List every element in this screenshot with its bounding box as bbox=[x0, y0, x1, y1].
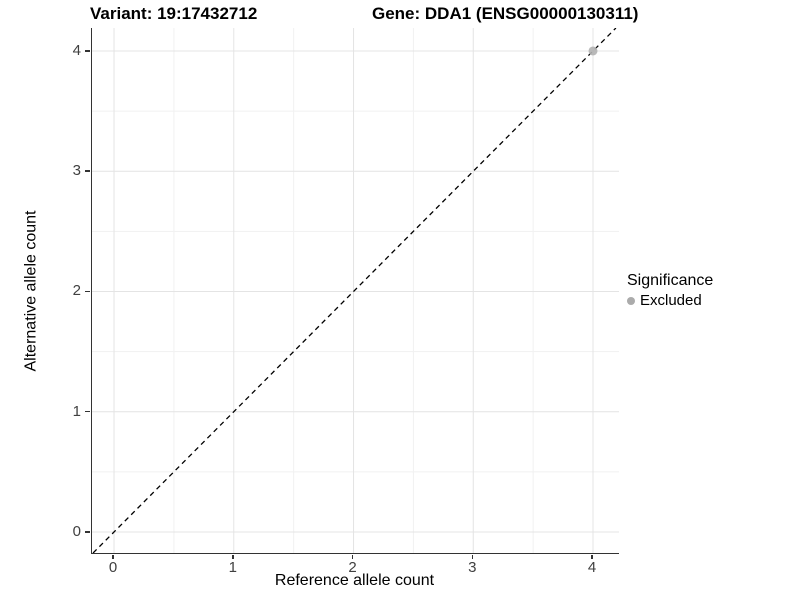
legend-item-excluded: Excluded bbox=[627, 292, 713, 309]
x-tick-mark bbox=[471, 554, 474, 559]
legend-point-icon bbox=[627, 296, 635, 305]
x-tick-label: 1 bbox=[228, 559, 237, 576]
y-axis-title: Alternative allele count bbox=[22, 210, 40, 372]
y-tick-label: 2 bbox=[72, 282, 81, 300]
x-tick-label: 3 bbox=[468, 559, 477, 576]
y-tick-mark bbox=[85, 50, 90, 52]
identity-dashed-line bbox=[92, 28, 617, 553]
y-tick-label: 4 bbox=[72, 41, 81, 59]
legend: Significance Excluded bbox=[627, 272, 713, 309]
plot-title-gene: Gene: DDA1 (ENSG00000130311) bbox=[372, 4, 639, 23]
plot-title-variant: Variant: 19:17432712 bbox=[90, 4, 258, 23]
y-tick-label: 3 bbox=[72, 162, 81, 180]
x-tick-label: 0 bbox=[108, 559, 118, 576]
legend-item-label: Excluded bbox=[640, 292, 702, 309]
y-tick-mark bbox=[85, 531, 90, 533]
x-tick-label: 4 bbox=[587, 559, 597, 576]
x-tick-mark bbox=[351, 554, 354, 559]
y-tick-label: 0 bbox=[72, 522, 81, 540]
y-tick-label: 1 bbox=[72, 402, 81, 420]
x-tick-mark bbox=[591, 554, 593, 559]
x-tick-mark bbox=[232, 554, 234, 559]
y-tick-mark bbox=[85, 170, 90, 172]
x-tick-mark bbox=[112, 554, 114, 559]
x-tick-label: 2 bbox=[348, 559, 357, 576]
legend-title: Significance bbox=[627, 272, 714, 289]
plot-panel bbox=[91, 28, 619, 554]
plot-area-svg bbox=[92, 28, 619, 553]
y-tick-mark bbox=[85, 410, 90, 413]
x-axis-title: Reference allele count bbox=[274, 572, 435, 589]
data-point-excluded bbox=[588, 46, 598, 56]
y-tick-mark bbox=[85, 290, 90, 293]
